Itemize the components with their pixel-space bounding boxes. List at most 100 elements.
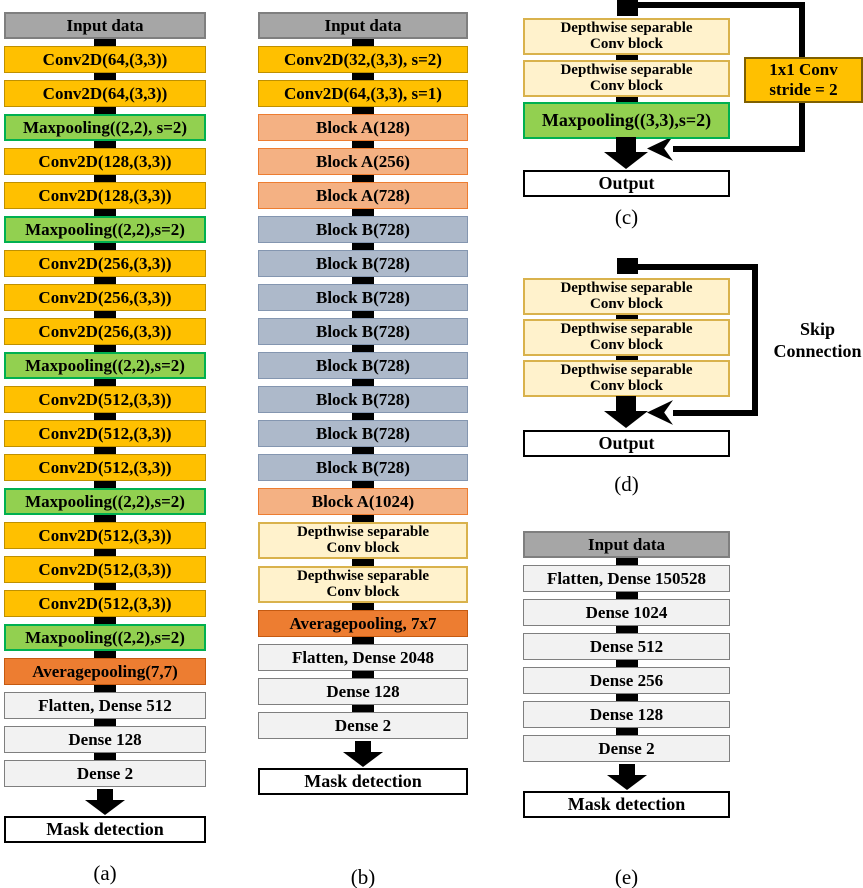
flow-connector-bar bbox=[615, 315, 638, 319]
layer-box: Dense 128 bbox=[258, 678, 468, 705]
layer-label: Block B(728) bbox=[316, 287, 410, 307]
layer-label: Dense 128 bbox=[68, 729, 142, 749]
layer-row: Dense 128 bbox=[523, 701, 730, 735]
flow-connector-bar bbox=[94, 345, 116, 352]
layer-box: Maxpooling((2,2),s=2) bbox=[4, 216, 206, 243]
flow-connector-bar bbox=[615, 694, 638, 701]
flow-connector-bar bbox=[352, 671, 374, 678]
layer-label: Dense 2 bbox=[598, 738, 655, 758]
layer-label: Dense 1024 bbox=[585, 602, 668, 622]
flow-connector-bar bbox=[615, 97, 638, 102]
flow-connector-bar bbox=[94, 243, 116, 250]
layer-box: Block B(728) bbox=[258, 352, 468, 379]
skip-connection-line bbox=[626, 264, 758, 270]
layer-row: Maxpooling((2,2), s=2) bbox=[4, 114, 206, 148]
layer-row: Depthwise separable Conv block bbox=[523, 60, 730, 102]
output-box: Output bbox=[523, 170, 730, 197]
layer-label: Block B(728) bbox=[316, 219, 410, 239]
layer-label-line2: Conv block bbox=[590, 35, 663, 52]
layer-box: Conv2D(32,(3,3), s=2) bbox=[258, 46, 468, 73]
layer-row: Conv2D(64,(3,3), s=1) bbox=[258, 80, 468, 114]
layer-box: Conv2D(512,(3,3)) bbox=[4, 454, 206, 481]
output-label: Mask detection bbox=[567, 794, 686, 814]
flow-connector-bar bbox=[94, 413, 116, 420]
layer-box: Conv2D(256,(3,3)) bbox=[4, 250, 206, 277]
layer-box: Conv2D(512,(3,3)) bbox=[4, 386, 206, 413]
layer-row: Conv2D(512,(3,3)) bbox=[4, 386, 206, 420]
layer-stack: Input data Conv2D(32,(3,3), s=2) C bbox=[258, 12, 468, 739]
flow-connector-bar bbox=[615, 660, 638, 667]
flow-connector-bar bbox=[94, 685, 116, 692]
layer-stack: Depthwise separable Conv block Depthwise… bbox=[523, 278, 730, 397]
layer-label: Depthwise separable bbox=[560, 280, 693, 297]
layer-box: Conv2D(64,(3,3)) bbox=[4, 46, 206, 73]
layer-box: Block A(728) bbox=[258, 182, 468, 209]
panel-d: Depthwise separable Conv block Depthwise… bbox=[523, 256, 863, 518]
skip-label-line1: Skip bbox=[799, 319, 836, 339]
flow-connector-bar bbox=[352, 559, 374, 566]
flow-connector-bar bbox=[615, 55, 638, 60]
layer-box: Dense 2 bbox=[523, 735, 730, 762]
layer-box: Conv2D(128,(3,3)) bbox=[4, 182, 206, 209]
layer-row: Conv2D(32,(3,3), s=2) bbox=[258, 46, 468, 80]
layer-label: Input data bbox=[66, 15, 144, 35]
layer-box: Depthwise separable Conv block bbox=[523, 360, 730, 397]
flow-connector-bar bbox=[352, 637, 374, 644]
layer-box: Conv2D(512,(3,3)) bbox=[4, 590, 206, 617]
layer-box: Depthwise separable Conv block bbox=[258, 566, 468, 603]
layer-label: Block B(728) bbox=[316, 423, 410, 443]
layer-box: Dense 128 bbox=[4, 726, 206, 753]
layer-box: Conv2D(512,(3,3)) bbox=[4, 420, 206, 447]
layer-box: Depthwise separable Conv block bbox=[523, 278, 730, 315]
layer-row: Depthwise separable Conv block bbox=[258, 522, 468, 566]
layer-row: Block B(728) bbox=[258, 352, 468, 386]
layer-box: Depthwise separable Conv block bbox=[523, 319, 730, 356]
layer-row: Dense 512 bbox=[523, 633, 730, 667]
flow-connector-bar bbox=[94, 651, 116, 658]
flow-connector-bar bbox=[94, 379, 116, 386]
layer-label-line2: Conv block bbox=[590, 295, 663, 312]
panel-d-caption: (d) bbox=[614, 472, 639, 496]
layer-row: Maxpooling((2,2),s=2) bbox=[4, 352, 206, 386]
panel-b-caption: (b) bbox=[350, 865, 376, 888]
layer-row: Block B(728) bbox=[258, 250, 468, 284]
flow-connector-bar bbox=[94, 719, 116, 726]
layer-box: Block B(728) bbox=[258, 454, 468, 481]
skip-connection-label: Skip Connection bbox=[755, 318, 863, 362]
layer-box: Block A(256) bbox=[258, 148, 468, 175]
layer-row: Conv2D(512,(3,3)) bbox=[4, 420, 206, 454]
layer-label: Maxpooling((2,2),s=2) bbox=[25, 219, 185, 239]
skip-connection-line bbox=[673, 410, 758, 416]
flow-connector-bar bbox=[94, 515, 116, 522]
layer-label: Averagepooling(7,7) bbox=[32, 661, 178, 681]
layer-stack: Input data Flatten, Dense 150528 D bbox=[523, 531, 730, 762]
layer-box: Flatten, Dense 150528 bbox=[523, 565, 730, 592]
layer-box: Maxpooling((2,2),s=2) bbox=[4, 352, 206, 379]
layer-row: Block B(728) bbox=[258, 454, 468, 488]
conv-1x1-label: 1x1 Conv bbox=[769, 59, 838, 79]
layer-row: Maxpooling((2,2),s=2) bbox=[4, 624, 206, 658]
layer-row: Averagepooling, 7x7 bbox=[258, 610, 468, 644]
layer-label: Block B(728) bbox=[316, 321, 410, 341]
layer-box: Maxpooling((3,3),s=2) bbox=[523, 102, 730, 139]
output-box: Mask detection bbox=[258, 768, 468, 795]
layer-box: Block B(728) bbox=[258, 318, 468, 345]
layer-label: Conv2D(256,(3,3)) bbox=[38, 253, 172, 273]
skip-connection-line bbox=[626, 2, 805, 8]
merge-arrowhead-icon bbox=[647, 400, 673, 425]
flow-connector-bar bbox=[352, 515, 374, 522]
down-arrow-icon bbox=[604, 396, 648, 428]
flow-connector-bar bbox=[94, 277, 116, 284]
layer-row: Conv2D(128,(3,3)) bbox=[4, 148, 206, 182]
flow-connector-bar bbox=[352, 141, 374, 148]
layer-label-line2: Conv block bbox=[326, 539, 400, 556]
conv-1x1-stride-2-box: 1x1 Conv stride = 2 bbox=[744, 57, 863, 103]
output-label: Mask detection bbox=[46, 819, 164, 839]
layer-box: Conv2D(256,(3,3)) bbox=[4, 318, 206, 345]
layer-box: Depthwise separable Conv block bbox=[523, 18, 730, 55]
layer-box: Flatten, Dense 512 bbox=[4, 692, 206, 719]
layer-label: Flatten, Dense 2048 bbox=[291, 647, 435, 667]
skip-label-line2: Connection bbox=[773, 341, 862, 361]
layer-label: Depthwise separable bbox=[560, 362, 693, 379]
